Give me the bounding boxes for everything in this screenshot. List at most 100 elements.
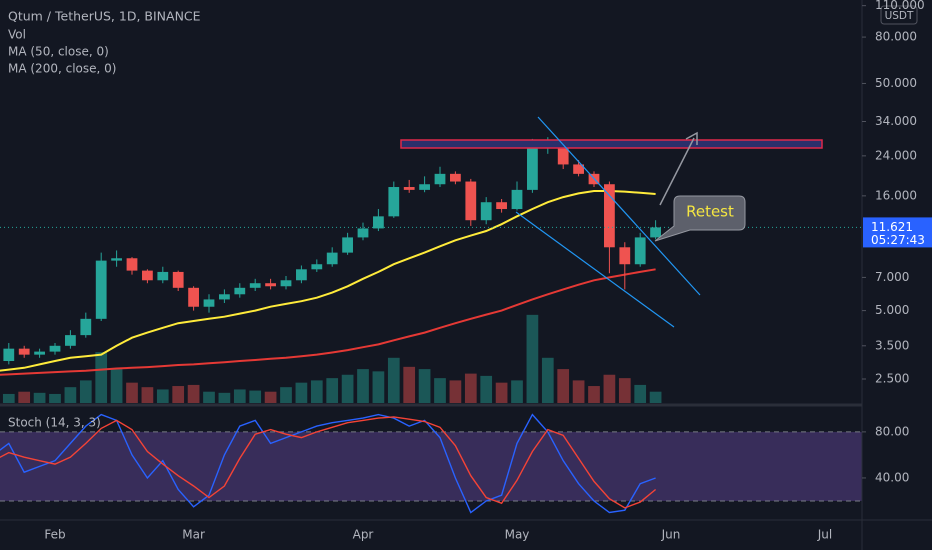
candle-body <box>172 271 184 288</box>
volume-bar <box>418 369 431 403</box>
y-tick-label: 80.000 <box>875 30 917 44</box>
volume-bar <box>280 387 292 403</box>
candle-body <box>265 283 276 287</box>
volume-bar <box>526 314 539 403</box>
currency: USDT <box>885 10 914 22</box>
arrow <box>659 137 695 206</box>
legend-stoch: Stoch (14, 3, 3) <box>8 416 101 430</box>
x-tick-label: May <box>505 528 530 542</box>
candle-body <box>157 271 169 281</box>
volume-bar <box>464 373 477 403</box>
x-tick-label: Jul <box>817 528 832 542</box>
candle-body <box>557 144 569 165</box>
y-tick-label: 24.000 <box>875 148 917 162</box>
candle-body <box>480 202 492 221</box>
candle-body <box>388 187 400 217</box>
volume-bar <box>295 382 308 403</box>
candle-body <box>326 252 338 265</box>
callout <box>654 195 746 242</box>
volume-bar <box>18 391 31 403</box>
volume-bar <box>434 378 446 403</box>
stoch-tick-label: 80.00 <box>875 424 909 438</box>
callout-text: Retest <box>686 203 734 221</box>
candle-body <box>342 237 353 253</box>
volume-bar <box>49 393 61 403</box>
candle-body <box>234 287 246 295</box>
stoch-tick-label: 40.00 <box>875 470 909 484</box>
candle-body <box>80 318 92 336</box>
candle-body <box>373 216 384 229</box>
volume-bar <box>618 378 631 403</box>
candle-body <box>465 181 477 221</box>
candle-body <box>403 187 415 190</box>
candle-body <box>311 264 323 270</box>
volume-bar <box>649 391 662 403</box>
channel-lower <box>515 211 675 328</box>
volume-bar <box>387 357 400 403</box>
volume-bar <box>33 392 46 403</box>
y-tick-label: 16.000 <box>875 188 917 202</box>
last-price-box <box>863 217 932 248</box>
volume-bar <box>341 374 354 403</box>
volume-bar <box>264 391 277 403</box>
candle-body <box>604 184 615 248</box>
candle-body <box>511 189 523 210</box>
channel-upper <box>537 116 701 296</box>
candle-body <box>249 283 261 288</box>
volume-bar <box>187 384 200 403</box>
volume-bar <box>541 357 554 403</box>
candle-body <box>450 173 461 182</box>
candle-body <box>296 269 307 281</box>
candle-body <box>573 164 584 174</box>
candle-body <box>496 202 507 210</box>
moving-average <box>0 190 656 372</box>
candle-body <box>126 258 138 271</box>
volume-bar <box>634 384 647 403</box>
volume-bar <box>218 392 231 403</box>
volume-bar <box>310 380 323 403</box>
volume-bar <box>126 382 138 403</box>
y-tick-label: 7.000 <box>875 270 909 284</box>
volume-bar <box>203 391 215 403</box>
volume-bar <box>403 366 416 403</box>
candle-body <box>650 227 661 238</box>
resistance-zone <box>400 139 823 149</box>
y-tick-label: 110.000 <box>875 0 925 12</box>
volume-bar <box>357 369 369 403</box>
volume-bar <box>326 378 339 403</box>
countdown: 05:27:43 <box>871 233 925 247</box>
candle-body <box>634 237 646 265</box>
candle-body <box>49 345 61 352</box>
volume-bar <box>233 389 246 403</box>
volume-bar <box>95 352 108 403</box>
candle-body <box>203 299 215 307</box>
x-tick-label: Mar <box>182 528 205 542</box>
candle-body <box>219 294 230 300</box>
y-tick-label: 50.000 <box>875 76 917 90</box>
volume-bar <box>588 386 600 403</box>
volume-bar <box>79 380 92 403</box>
volume-bar <box>572 380 585 403</box>
currency-badge[interactable] <box>880 5 918 25</box>
legend-ma200: MA (200, close, 0) <box>8 62 116 76</box>
x-tick-label: Jun <box>661 528 681 542</box>
volume-bar <box>64 387 77 403</box>
volume-bar <box>557 369 570 403</box>
candle-body <box>357 228 369 238</box>
volume-bar <box>2 393 15 403</box>
volume-bar <box>603 374 616 403</box>
last-price-label: 11.621 <box>871 220 913 234</box>
y-tick-label: 5.000 <box>875 303 909 317</box>
candle-body <box>18 348 30 355</box>
chart-title: Qtum / TetherUS, 1D, BINANCE <box>8 9 201 24</box>
candle-body <box>3 348 15 362</box>
volume-bar <box>249 390 262 403</box>
moving-average <box>0 268 656 376</box>
stoch-band <box>0 431 862 501</box>
x-tick-label: Apr <box>353 528 374 542</box>
volume-bar <box>172 386 185 403</box>
arrow-head <box>685 131 698 145</box>
y-tick-label: 3.500 <box>875 338 909 352</box>
volume-bar <box>495 382 508 403</box>
y-tick-label: 2.500 <box>875 371 909 385</box>
